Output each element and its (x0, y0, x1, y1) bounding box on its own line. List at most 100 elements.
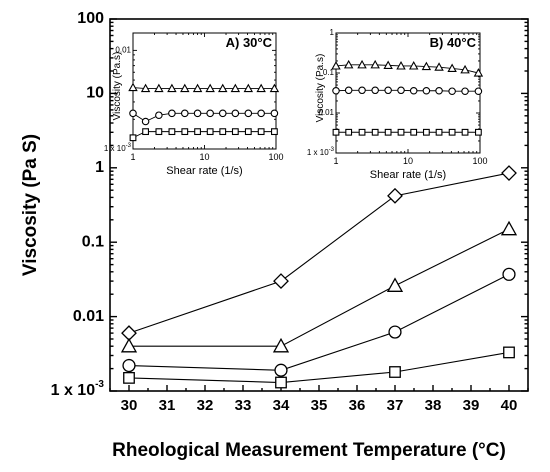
inset-circle-marker (435, 86, 443, 95)
inset-circle-marker (422, 86, 431, 95)
x-tick-label: 33 (235, 397, 252, 414)
inset-square-marker (271, 128, 278, 136)
inset-y-axis-label: Viscosity (Pa.s) (315, 54, 326, 123)
inset-triangle-marker (408, 61, 419, 70)
inset-y-axis-label: Viscosity (Pa.s) (112, 52, 123, 121)
inset-triangle-marker (140, 83, 151, 93)
inset-y-tick-label: 0.01 (318, 108, 334, 117)
inset-square-marker (448, 128, 456, 136)
inset-x-axis-label: Shear rate (1/s) (370, 169, 446, 181)
x-tick-label: 32 (197, 397, 214, 414)
inset-circle-marker (231, 109, 240, 118)
circle-marker (388, 325, 402, 339)
x-tick-label: 30 (121, 397, 138, 414)
inset-y-tick-label: 0.1 (323, 68, 335, 77)
inset-series-line-circle (335, 89, 479, 92)
inset-square-marker (206, 128, 214, 136)
inset-circle-marker (358, 86, 366, 95)
inset-x-tick-label: 1 (130, 152, 135, 162)
y-tick-label: 0.1 (82, 233, 104, 250)
inset-triangle-marker (331, 61, 341, 70)
square-marker (389, 366, 401, 378)
inset-triangle-marker (421, 61, 432, 71)
inset-triangle-marker (192, 83, 203, 93)
inset-square-marker (461, 128, 469, 136)
square-marker (275, 376, 287, 389)
x-tick-label: 39 (463, 397, 480, 414)
inset-circle-marker (206, 109, 214, 118)
circle-marker (502, 267, 516, 281)
inset-square-marker (422, 128, 430, 136)
inset-circle-marker (448, 87, 456, 96)
inset-circle-marker (332, 86, 340, 95)
inset-square-marker (231, 128, 239, 136)
circle-marker (274, 363, 288, 377)
inset-circle-marker (193, 109, 202, 118)
inset-square-marker (142, 128, 149, 136)
inset-circle-marker (344, 86, 353, 95)
x-tick-label: 38 (425, 397, 442, 414)
inset-triangle-marker (230, 83, 241, 93)
inset-circle-marker (218, 109, 227, 118)
inset-square-marker (194, 128, 201, 136)
inset-triangle-marker (396, 61, 406, 70)
inset-square-marker (181, 128, 189, 136)
triangle-marker (272, 337, 290, 353)
inset-triangle-marker (473, 68, 484, 77)
inset-circle-marker (409, 86, 418, 95)
inset-square-marker (332, 128, 340, 136)
inset-title: A) 30°C (226, 35, 273, 50)
x-tick-label: 40 (501, 397, 518, 414)
inset-square-marker (384, 128, 392, 136)
inset-square-marker (155, 128, 163, 136)
inset-tick-exponent: -3 (126, 143, 132, 149)
inset-series-line-triangle (132, 87, 275, 90)
inset-square-marker (435, 128, 443, 136)
y-tick-label: 10 (86, 85, 104, 102)
square-marker (503, 346, 515, 359)
inset-y-tick-label: 1 x 10-3 (307, 147, 335, 158)
inset-square-marker (168, 128, 176, 136)
inset-title: B) 40°C (430, 35, 477, 50)
triangle-marker (386, 277, 404, 292)
circle-marker (122, 358, 136, 373)
inset-square-marker (129, 134, 137, 142)
inset-square-marker (358, 128, 366, 136)
x-tick-label: 34 (273, 397, 290, 414)
inset-x-axis-label: Shear rate (1/s) (166, 165, 242, 177)
diamond-marker (273, 273, 289, 290)
tick-exponent: -3 (95, 378, 104, 389)
series-line-triangle (129, 228, 510, 347)
series-line-square (128, 351, 510, 384)
series-line-circle (128, 273, 510, 371)
inset-square-marker (410, 128, 418, 136)
inset-triangle-marker (370, 59, 380, 69)
inset-triangle-marker (218, 83, 228, 93)
inset-a-plot: 1 10 100 1 x 10-3 0.01 A) 30°C Shear rate (1/s… (104, 32, 284, 177)
inset-y-tick-label: 0.01 (115, 45, 131, 54)
inset-square-marker (257, 128, 265, 136)
x-tick-label: 36 (349, 397, 366, 414)
inset-square-marker (345, 128, 353, 136)
x-tick-label: 37 (387, 397, 404, 414)
inset-series-line-triangle (335, 64, 479, 74)
x-axis-label: Rheological Measurement Temperature (°C) (112, 440, 506, 461)
inset-circle-marker (257, 109, 265, 118)
inset-triangle-marker (357, 59, 367, 69)
x-tick-label: 31 (159, 397, 176, 414)
inset-circle-marker (384, 86, 392, 95)
inset-triangle-marker (128, 82, 138, 92)
inset-circle-marker (155, 111, 163, 120)
inset-y-tick-label: 1 (330, 28, 335, 37)
inset-triangle-marker (434, 62, 444, 71)
inset-x-tick-label: 10 (403, 156, 413, 166)
inset-circle-marker (181, 109, 189, 118)
y-tick-label: 0.01 (73, 308, 104, 325)
inset-circle-marker (141, 117, 150, 126)
square-marker (123, 371, 135, 384)
inset-x-tick-label: 10 (199, 152, 209, 162)
inset-triangle-marker (243, 83, 254, 93)
inset-circle-marker (371, 86, 379, 95)
inset-triangle-marker (383, 60, 393, 69)
